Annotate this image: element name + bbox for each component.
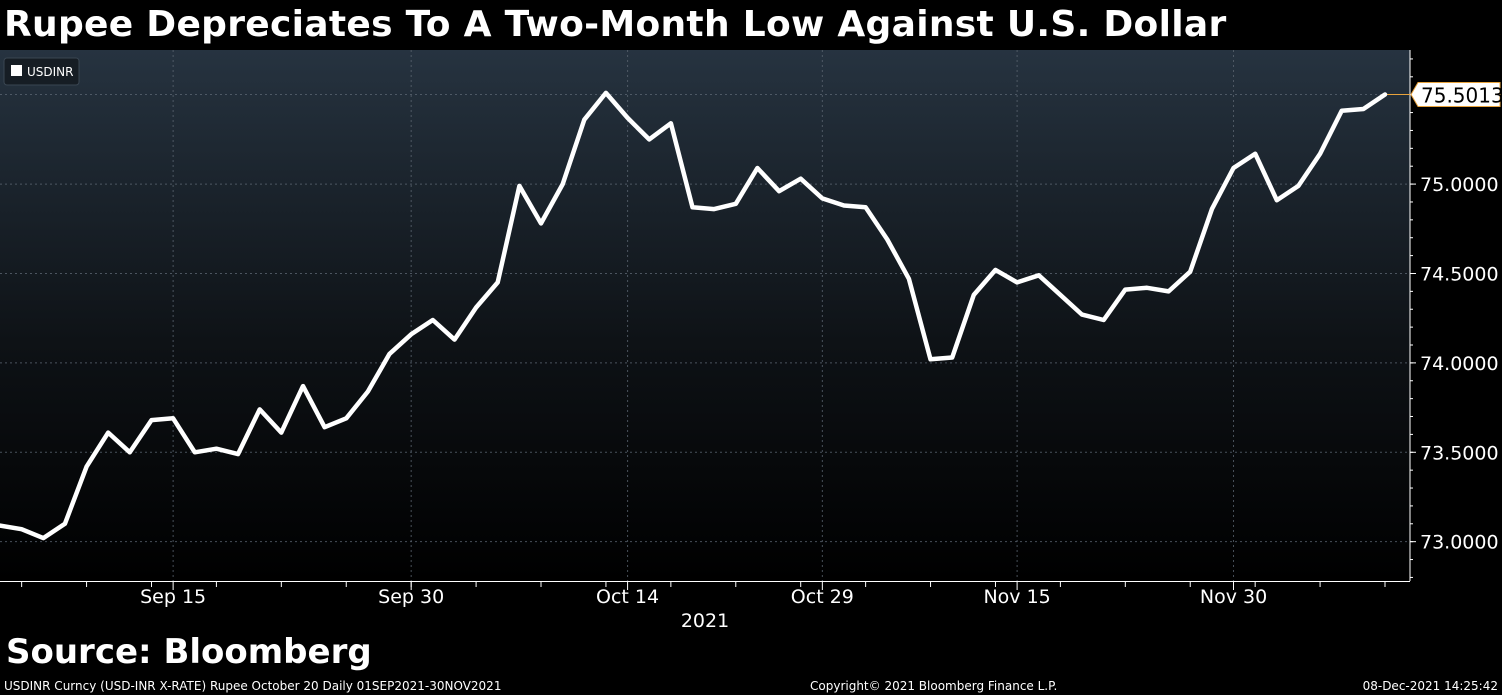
y-tick-label: 75.0000	[1420, 174, 1499, 196]
legend-swatch	[11, 65, 22, 76]
x-tick-label: Nov 30	[1200, 586, 1267, 608]
legend-label: USDINR	[27, 65, 74, 79]
line-chart: 73.0000 73.5000 74.0000 74.5000 75.0000 Sep 1…	[0, 50, 1502, 632]
footer-ticker-info: USDINR Curncy (USD-INR X-RATE) Rupee Oct…	[4, 679, 502, 693]
x-axis-year-label: 2021	[681, 610, 729, 632]
y-tick-label: 73.5000	[1420, 442, 1499, 464]
x-tick-label: Oct 29	[791, 586, 854, 608]
legend: USDINR	[3, 57, 80, 86]
source-label: Source: Bloomberg	[6, 632, 372, 672]
footer-timestamp: 08-Dec-2021 14:25:42	[1362, 679, 1498, 693]
plot-area	[0, 50, 1410, 581]
last-value-badge	[1410, 81, 1501, 107]
series-line-usdinr	[0, 90, 1388, 541]
chart-title: Rupee Depreciates To A Two-Month Low Aga…	[4, 4, 1227, 45]
series-usdinr	[0, 90, 1388, 541]
footer-copyright: Copyright© 2021 Bloomberg Finance L.P.	[810, 679, 1058, 693]
axes: 73.0000 73.5000 74.0000 74.5000 75.0000 Sep 1…	[0, 50, 1502, 632]
y-tick-label: 74.5000	[1420, 263, 1499, 285]
x-tick-label: Nov 15	[983, 586, 1050, 608]
legend-box	[3, 57, 80, 86]
x-tick-label: Oct 14	[596, 586, 659, 608]
y-tick-label: 73.0000	[1420, 532, 1499, 554]
x-tick-label: Sep 15	[140, 586, 206, 608]
x-tick-label: Sep 30	[378, 586, 444, 608]
y-tick-label: 74.0000	[1420, 353, 1499, 375]
last-value-label: 75.5013	[1421, 83, 1502, 107]
